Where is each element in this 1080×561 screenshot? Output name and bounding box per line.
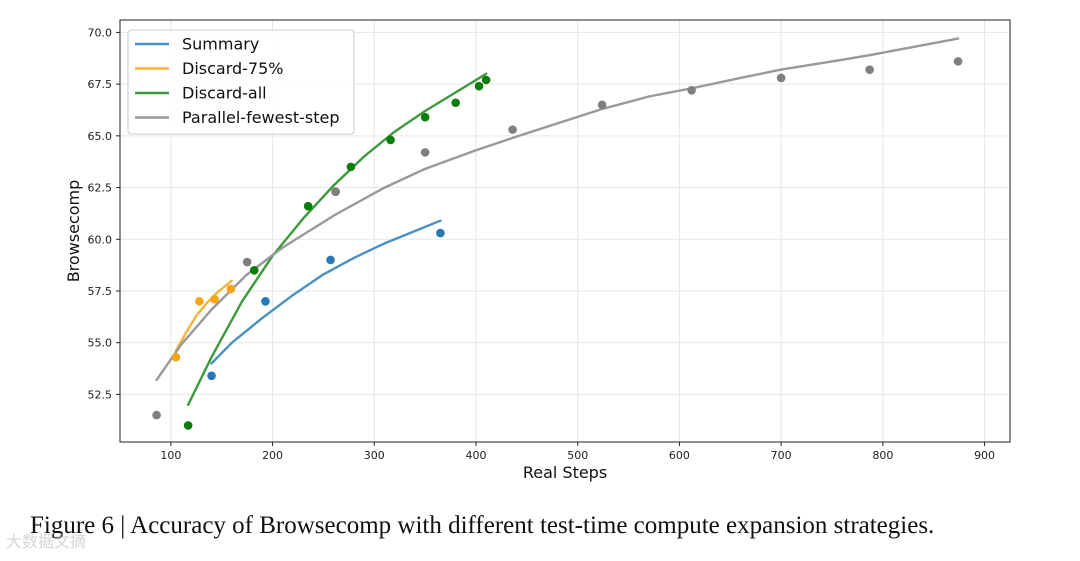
gridlines <box>120 20 1010 442</box>
point-summary <box>261 297 270 306</box>
scatter-chart: 100 200 300 400 500 600 700 800 900 52.5 55.0 57.5 6… <box>64 19 1011 482</box>
y-tick-label: 62.5 <box>88 182 113 195</box>
legend: Summary Discard-75% Discard-all Parallel-fe… <box>127 29 355 135</box>
point-discard-75- <box>195 297 204 306</box>
point-parallel-fewest-step <box>331 187 340 196</box>
point-discard-all <box>481 75 491 85</box>
fit-line-summary <box>210 219 442 365</box>
legend-label-discard-all: Discard-all <box>182 84 267 103</box>
y-tick-label: 57.5 <box>88 285 113 298</box>
legend-label-summary: Summary <box>182 35 259 54</box>
point-discard-75- <box>171 352 181 362</box>
data-points <box>152 57 963 430</box>
point-discard-75- <box>210 294 219 304</box>
y-tick-label: 52.5 <box>88 388 113 401</box>
point-discard-all <box>420 112 430 122</box>
point-discard-all <box>386 135 395 145</box>
point-summary <box>207 371 216 381</box>
fit-line-discard-75- <box>174 279 234 353</box>
legend-box <box>127 29 355 135</box>
point-parallel-fewest-step <box>242 257 252 267</box>
x-tick-label: 800 <box>872 449 893 462</box>
point-discard-75- <box>226 284 236 294</box>
point-discard-all <box>249 266 259 275</box>
y-tick-label: 60.0 <box>88 233 113 246</box>
point-discard-all <box>183 421 193 430</box>
y-tick-label: 65.0 <box>88 130 113 143</box>
axis-ticks: 100 200 300 400 500 600 700 800 900 52.5 55.0 57.5 6… <box>88 26 996 462</box>
y-tick-label: 55.0 <box>88 337 113 350</box>
y-axis-label: Browsecomp <box>64 180 83 283</box>
x-tick-label: 300 <box>364 449 385 462</box>
point-discard-all <box>451 98 460 108</box>
point-discard-all <box>474 81 484 91</box>
point-parallel-fewest-step <box>687 86 696 95</box>
x-tick-label: 400 <box>466 449 487 462</box>
point-parallel-fewest-step <box>508 125 517 134</box>
point-summary <box>436 228 445 238</box>
x-tick-label: 200 <box>262 449 283 462</box>
point-parallel-fewest-step <box>953 57 963 66</box>
point-discard-all <box>303 201 313 211</box>
y-tick-label: 67.5 <box>88 78 113 91</box>
point-discard-all <box>346 162 356 172</box>
legend-label-parallel-fewest-step: Parallel-fewest-step <box>182 108 339 127</box>
point-parallel-fewest-step <box>597 100 607 110</box>
x-tick-label: 900 <box>974 449 995 462</box>
x-tick-label: 600 <box>669 449 690 462</box>
point-parallel-fewest-step <box>420 148 430 157</box>
x-tick-label: 500 <box>567 449 588 462</box>
watermark-text: 大数据文摘 <box>6 532 87 551</box>
x-tick-label: 700 <box>771 449 792 462</box>
legend-label-discard-75-: Discard-75% <box>182 59 284 78</box>
point-parallel-fewest-step <box>776 73 786 83</box>
x-axis-label: Real Steps <box>523 463 607 482</box>
y-tick-label: 70.0 <box>88 26 113 39</box>
fit-line-discard-all <box>186 72 488 406</box>
point-summary <box>326 255 335 265</box>
figure-caption: Figure 6 | Accuracy of Browsecomp with d… <box>30 512 935 539</box>
point-parallel-fewest-step <box>865 65 874 74</box>
x-tick-label: 100 <box>160 449 181 462</box>
plot-frame <box>119 19 1011 443</box>
point-parallel-fewest-step <box>152 410 161 420</box>
